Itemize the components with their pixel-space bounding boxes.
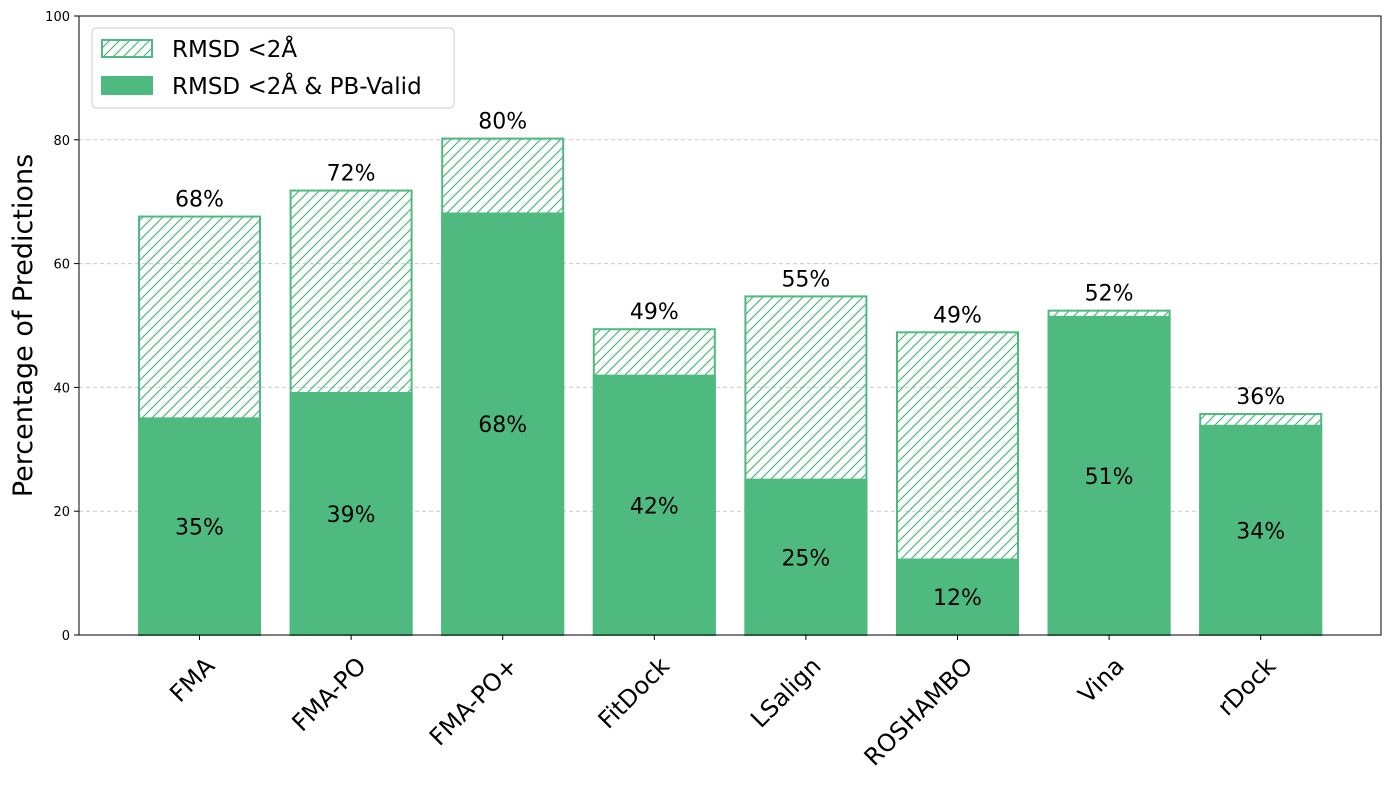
bar-pbvalid-roshambo [896,558,1019,636]
category-label: Vina [1073,652,1130,709]
legend-swatch-rmsd [101,39,153,58]
legend-label-pbvalid: RMSD <2Å & PB-Valid [172,72,422,100]
label-rmsd: 36% [1236,385,1285,410]
label-pbvalid: 51% [1085,465,1134,490]
label-rmsd: 49% [933,303,982,328]
legend: RMSD <2Å RMSD <2Å & PB-Valid [91,27,455,109]
bar-pbvalid-fitdock [592,374,716,636]
category-label: FMA-PO+ [424,652,523,751]
gridlines [79,139,1381,512]
y-axis-title: Percentage of Predictions [8,154,39,497]
plot-frame [78,15,1382,636]
y-tick-label: 80 [53,134,70,149]
label-rmsd: 49% [630,300,679,325]
legend-box [91,27,455,109]
bars [138,137,1323,637]
bar-pbvalid-lsalign [744,478,868,637]
label-pbvalid: 25% [781,546,830,571]
y-tick-label: 20 [53,505,70,520]
label-pbvalid: 34% [1236,519,1285,544]
bar-pbvalid-fma-po [289,391,413,637]
data-labels: 68% 35% 72% 39% 80% 68% 49% 42% 55% 25% 49% 12% 52% 5… [175,110,1285,612]
label-rmsd: 55% [781,267,830,292]
label-rmsd: 72% [327,162,376,187]
bar-pbvalid-rdock [1199,424,1323,637]
bar-pbvalid-fma-po+ [441,212,565,636]
category-label: FMA [164,651,220,707]
label-pbvalid: 35% [175,516,224,541]
category-label: FMA-PO [287,652,372,737]
y-tick-label: 40 [53,381,70,396]
y-tick-label: 100 [45,10,70,25]
category-label: ROSHAMBO [859,652,978,771]
label-pbvalid: 68% [478,413,527,438]
label-rmsd: 68% [175,188,224,213]
y-tick-label: 0 [62,629,70,644]
category-label: FitDock [593,652,675,734]
label-rmsd: 80% [478,110,527,135]
category-label: LSalign [745,652,826,733]
label-rmsd: 52% [1085,282,1134,307]
y-tick-label: 60 [53,258,70,273]
category-label: rDock [1212,652,1281,721]
legend-label-rmsd: RMSD <2Å [172,35,297,63]
label-pbvalid: 12% [933,586,982,611]
label-pbvalid: 42% [630,494,679,519]
legend-swatch-pbvalid [101,76,153,95]
bar-pbvalid-vina [1047,315,1171,636]
label-pbvalid: 39% [327,503,376,528]
